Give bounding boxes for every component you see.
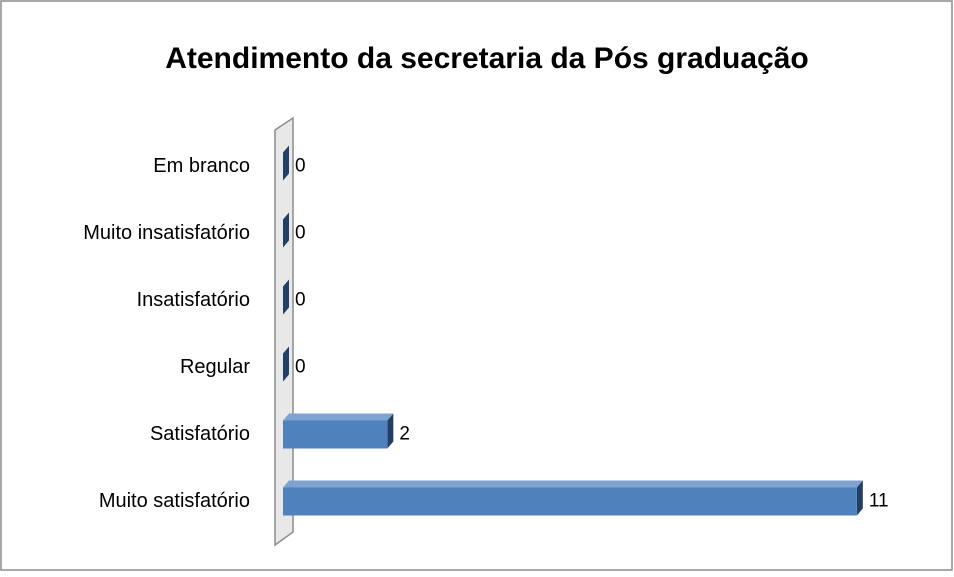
bar bbox=[283, 480, 863, 516]
bar-face bbox=[283, 487, 857, 516]
bar-face bbox=[283, 413, 394, 421]
bar-face bbox=[283, 420, 388, 449]
bar bbox=[283, 145, 289, 181]
data-label: 0 bbox=[295, 156, 306, 177]
bar-face bbox=[283, 279, 289, 315]
y-tick-label: Insatisfatório bbox=[137, 289, 250, 311]
bar bbox=[283, 212, 289, 248]
data-label: 0 bbox=[295, 290, 306, 311]
data-label: 11 bbox=[869, 491, 889, 512]
y-tick-label: Muito satisfatório bbox=[99, 490, 250, 512]
bar-face bbox=[283, 480, 863, 488]
bar bbox=[283, 413, 394, 449]
y-tick-label: Satisfatório bbox=[150, 423, 250, 445]
data-label: 0 bbox=[295, 223, 306, 244]
chart-title: Atendimento da secretaria da Pós graduaç… bbox=[165, 42, 809, 75]
data-label: 0 bbox=[295, 357, 306, 378]
bar bbox=[283, 346, 289, 382]
bar-face bbox=[856, 480, 863, 516]
data-label: 2 bbox=[399, 424, 410, 445]
y-tick-label: Em branco bbox=[153, 155, 250, 177]
bar-face bbox=[283, 145, 289, 181]
bar bbox=[283, 279, 289, 315]
y-tick-label: Muito insatisfatório bbox=[83, 222, 250, 244]
y-tick-label: Regular bbox=[180, 356, 250, 378]
bar-face bbox=[283, 346, 289, 382]
bar-face bbox=[387, 413, 394, 449]
bar-face bbox=[283, 212, 289, 248]
